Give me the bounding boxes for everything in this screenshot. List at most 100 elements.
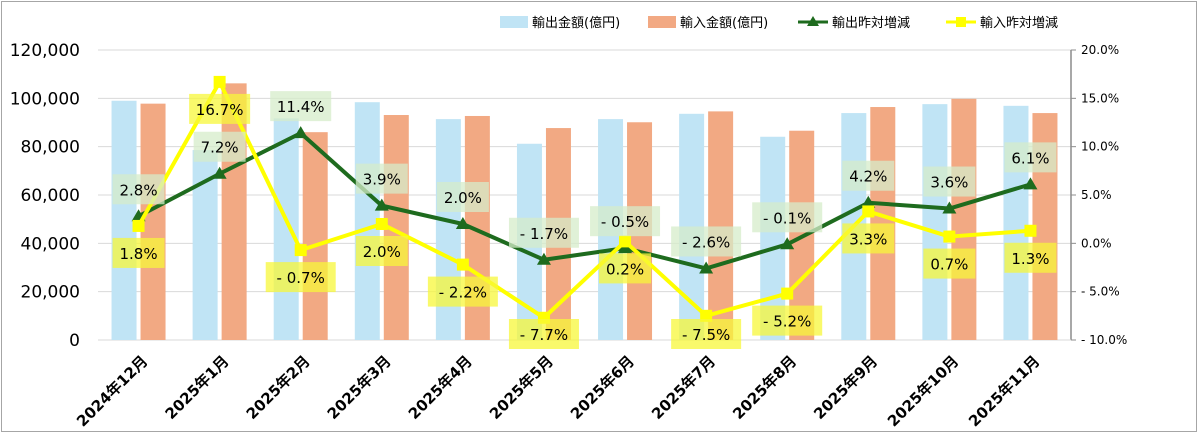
left-tick-label: 20,000 bbox=[21, 283, 80, 303]
legend-item: 輸入金額(億円) bbox=[648, 15, 768, 31]
data-label-box bbox=[599, 253, 652, 284]
category-label: 2025年6月 bbox=[567, 352, 638, 423]
data-label: 11.4% bbox=[277, 98, 325, 116]
right-tick-label: 15.0% bbox=[1081, 91, 1119, 105]
line-export-yoy bbox=[137, 131, 1032, 271]
marker-triangle bbox=[212, 166, 227, 179]
marker-square bbox=[132, 219, 145, 232]
data-label-box bbox=[590, 206, 661, 237]
category-label: 2025年11月 bbox=[965, 352, 1043, 430]
marker-triangle bbox=[699, 261, 714, 274]
data-label: - 0.5% bbox=[601, 213, 649, 231]
category-label: 2025年9月 bbox=[810, 352, 881, 423]
data-label-box bbox=[355, 236, 408, 266]
data-label: - 1.7% bbox=[520, 225, 568, 243]
legend-item: 輸出昨対増減 bbox=[798, 15, 910, 31]
data-label-box bbox=[112, 237, 165, 268]
data-label: 2.8% bbox=[119, 181, 157, 199]
legend-item: 輸入昨対増減 bbox=[946, 15, 1058, 31]
data-label-box bbox=[671, 319, 742, 349]
data-label-box bbox=[842, 160, 895, 191]
category-label: 2025年5月 bbox=[486, 352, 557, 423]
data-label: - 7.7% bbox=[520, 326, 568, 344]
marker-square bbox=[781, 287, 794, 300]
data-label-box bbox=[508, 319, 579, 349]
marker-triangle bbox=[1023, 177, 1038, 190]
bar-import bbox=[302, 132, 328, 340]
right-tick-label: 0.0% bbox=[1081, 236, 1112, 250]
bar-export bbox=[1003, 105, 1029, 340]
data-label-box bbox=[189, 93, 251, 124]
legend-marker bbox=[956, 17, 966, 27]
data-label: - 0.1% bbox=[763, 209, 811, 227]
data-label: 7.2% bbox=[201, 139, 239, 157]
left-tick-label: 80,000 bbox=[21, 138, 80, 158]
bar-export bbox=[354, 102, 380, 340]
right-tick-label: 20.0% bbox=[1081, 43, 1119, 57]
category-label: 2025年4月 bbox=[405, 352, 476, 423]
bar-export bbox=[435, 119, 461, 340]
marker-triangle bbox=[861, 195, 876, 208]
marker-square bbox=[862, 205, 875, 218]
bar-export bbox=[922, 104, 948, 340]
data-label: - 2.6% bbox=[682, 233, 730, 251]
bar-export bbox=[273, 118, 299, 341]
category-label: 2024年12月 bbox=[73, 352, 151, 430]
data-label: 3.6% bbox=[930, 174, 968, 192]
legend-label: 輸出金額(億円) bbox=[532, 15, 620, 31]
marker-triangle bbox=[293, 126, 308, 139]
data-label-box bbox=[1004, 142, 1057, 173]
data-label: - 7.5% bbox=[682, 326, 730, 344]
category-label: 2025年8月 bbox=[729, 352, 800, 423]
marker-square bbox=[1024, 224, 1037, 237]
left-tick-label: 0 bbox=[69, 331, 80, 351]
marker-square bbox=[375, 218, 388, 230]
right-tick-label: - 5.0% bbox=[1081, 285, 1120, 299]
data-label: 3.3% bbox=[849, 230, 887, 248]
data-label-box bbox=[193, 131, 246, 162]
marker-square bbox=[456, 258, 469, 271]
data-label-box bbox=[1004, 242, 1057, 273]
data-label: 0.7% bbox=[930, 256, 968, 274]
legend-item: 輸出金額(億円) bbox=[500, 15, 620, 31]
marker-triangle bbox=[942, 201, 957, 214]
data-label: 3.9% bbox=[363, 171, 401, 189]
data-label: 2.0% bbox=[363, 243, 401, 261]
data-label: - 2.2% bbox=[439, 284, 487, 302]
data-label-box bbox=[265, 262, 336, 293]
data-label: 1.3% bbox=[1011, 250, 1049, 268]
marker-triangle bbox=[455, 217, 470, 229]
legend-label: 輸入金額(億円) bbox=[680, 15, 768, 31]
data-label-box bbox=[355, 163, 408, 194]
marker-square bbox=[619, 235, 632, 248]
right-tick-label: - 10.0% bbox=[1081, 333, 1127, 347]
marker-triangle bbox=[374, 198, 389, 211]
line-import-yoy bbox=[136, 79, 1031, 320]
marker-triangle bbox=[780, 237, 795, 250]
marker-square bbox=[213, 75, 226, 88]
category-label: 2025年7月 bbox=[648, 352, 719, 423]
marker-triangle bbox=[536, 252, 551, 265]
right-tick-label: 5.0% bbox=[1081, 188, 1112, 202]
bar-import bbox=[708, 111, 734, 340]
legend-swatch bbox=[500, 16, 528, 28]
category-label: 2025年10月 bbox=[884, 352, 962, 430]
left-tick-label: 100,000 bbox=[10, 89, 80, 109]
left-tick-label: 60,000 bbox=[21, 186, 80, 206]
data-label-box bbox=[752, 202, 823, 233]
legend-marker bbox=[807, 16, 819, 26]
data-label: 6.1% bbox=[1011, 149, 1049, 167]
data-label-box bbox=[508, 217, 579, 248]
left-tick-label: 120,000 bbox=[10, 41, 80, 61]
marker-square bbox=[943, 230, 956, 243]
marker-square bbox=[294, 244, 307, 257]
data-label: 0.2% bbox=[606, 260, 644, 278]
bar-import bbox=[951, 98, 977, 340]
data-label: 4.2% bbox=[849, 168, 887, 186]
legend-swatch bbox=[648, 16, 676, 28]
marker-square bbox=[700, 309, 713, 322]
category-label: 2025年2月 bbox=[243, 352, 314, 423]
data-label-box bbox=[752, 305, 823, 336]
data-label-box bbox=[923, 248, 976, 279]
